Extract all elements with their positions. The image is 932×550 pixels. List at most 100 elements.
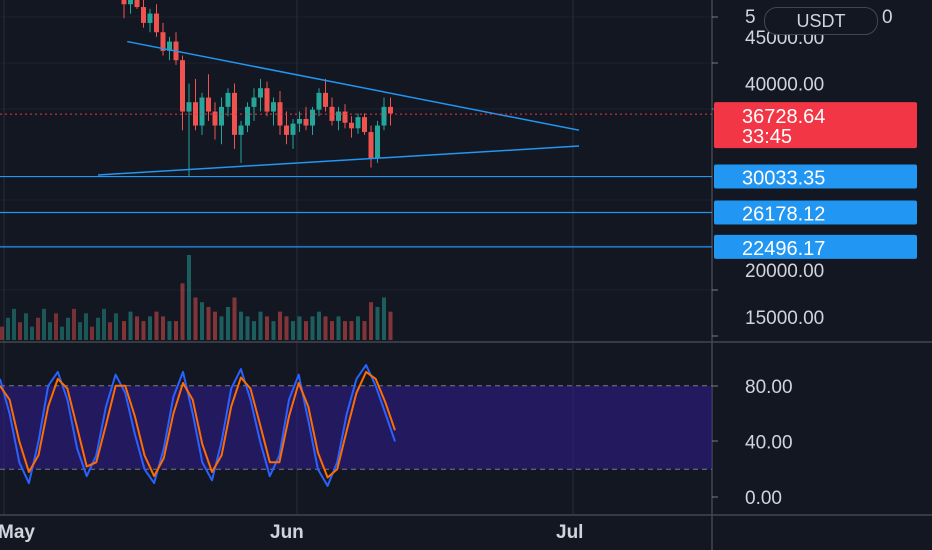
candle-body	[154, 13, 159, 33]
candle-body	[134, 0, 140, 8]
currency-selector[interactable]: USDT	[764, 7, 878, 35]
candle-body	[186, 102, 192, 112]
volume-bar	[30, 326, 34, 340]
candle-body	[310, 109, 315, 126]
candle-body	[362, 117, 367, 133]
volume-bar	[96, 317, 100, 340]
candle-body	[323, 92, 328, 107]
candle-body	[167, 41, 172, 51]
candle-body	[121, 0, 127, 5]
candle-body	[225, 92, 231, 107]
volume-bar	[54, 313, 58, 340]
last-price-countdown: 33:45	[742, 126, 792, 148]
volume-bar	[323, 316, 328, 340]
candle-body	[342, 111, 348, 123]
volume-bar	[258, 311, 263, 340]
level-price-value: 22496.17	[742, 238, 825, 260]
volume-bar	[6, 317, 10, 340]
oscillator-tick-label: 40.00	[745, 432, 793, 453]
volume-bar	[60, 326, 64, 340]
candle-body	[375, 125, 380, 159]
volume-bar	[265, 316, 269, 340]
volume-bar	[343, 321, 347, 340]
volume-bar	[167, 321, 172, 340]
volume-bar	[122, 321, 126, 340]
oscillator-tick-label: 80.00	[745, 377, 793, 398]
volume-bar	[213, 311, 217, 340]
candle-body	[355, 117, 361, 129]
volume-bar	[200, 302, 204, 340]
last-price-value: 36728.64	[742, 106, 825, 128]
price-tick-label: 20000.00	[745, 261, 824, 282]
trendline	[127, 40, 580, 131]
time-tick-label: May	[0, 522, 35, 543]
level-price-value: 26178.12	[742, 204, 825, 226]
volume-bar	[239, 311, 243, 340]
trendlines[interactable]	[97, 40, 580, 176]
candle-body	[128, 0, 133, 5]
stochastic-d-line	[0, 370, 396, 479]
candle-body	[381, 106, 387, 126]
volume-bar	[135, 316, 139, 340]
volume-bar	[356, 316, 360, 340]
level-price-tag	[714, 234, 917, 259]
price-tick-label: 40000.00	[745, 75, 824, 96]
volume-bar	[284, 316, 289, 340]
volume-bar	[310, 316, 315, 340]
candle-body	[245, 106, 250, 126]
last-price-tag	[714, 102, 917, 149]
volume-bar	[193, 297, 198, 340]
volume-bar	[174, 321, 178, 340]
candle-body	[349, 122, 354, 129]
volume-bar	[114, 313, 118, 340]
volume-bar	[206, 306, 211, 340]
level-price-tag	[714, 164, 917, 189]
volume-bar	[278, 311, 282, 340]
candle-body	[160, 32, 166, 51]
candle-body	[297, 119, 302, 124]
volume-bar	[369, 302, 373, 340]
volume-bar	[24, 313, 28, 340]
horizontal-levels[interactable]	[0, 113, 712, 248]
volume-bar	[226, 306, 230, 340]
volume-bar	[141, 321, 146, 340]
candle-body	[180, 60, 185, 112]
volume-bar	[362, 321, 367, 340]
candle-body	[206, 97, 211, 112]
price-tick-label: 15000.00	[745, 308, 824, 329]
stochastic-band-fill	[0, 385, 712, 470]
trendline	[97, 145, 580, 176]
volume-bar	[180, 283, 185, 340]
candle-body	[251, 97, 257, 107]
volume-bar	[271, 321, 276, 340]
time-tick-label: Jul	[556, 522, 583, 543]
candle-body	[232, 92, 237, 135]
volume-bar	[12, 308, 16, 340]
volume-bar	[42, 308, 46, 340]
candle-body	[219, 106, 224, 126]
volume-bars	[0, 255, 393, 340]
volume-bar	[388, 311, 393, 340]
stochastic-band	[0, 385, 712, 470]
stochastic-lines	[0, 364, 396, 487]
candlesticks	[121, 0, 393, 177]
candle-body	[212, 111, 218, 126]
volume-bar	[375, 306, 380, 340]
volume-bar	[252, 321, 256, 340]
volume-bar	[108, 322, 112, 340]
candle-body	[141, 7, 146, 23]
volume-bar	[90, 326, 94, 340]
volume-bar	[291, 321, 295, 340]
volume-bar	[36, 317, 40, 340]
volume-bar	[349, 321, 354, 340]
candle-body	[258, 88, 263, 98]
candle-body	[271, 102, 276, 112]
candle-body	[303, 119, 309, 126]
candle-body	[336, 111, 341, 121]
volume-bar	[187, 255, 191, 340]
volume-bar	[245, 316, 250, 340]
level-price-value: 30033.35	[742, 168, 825, 190]
